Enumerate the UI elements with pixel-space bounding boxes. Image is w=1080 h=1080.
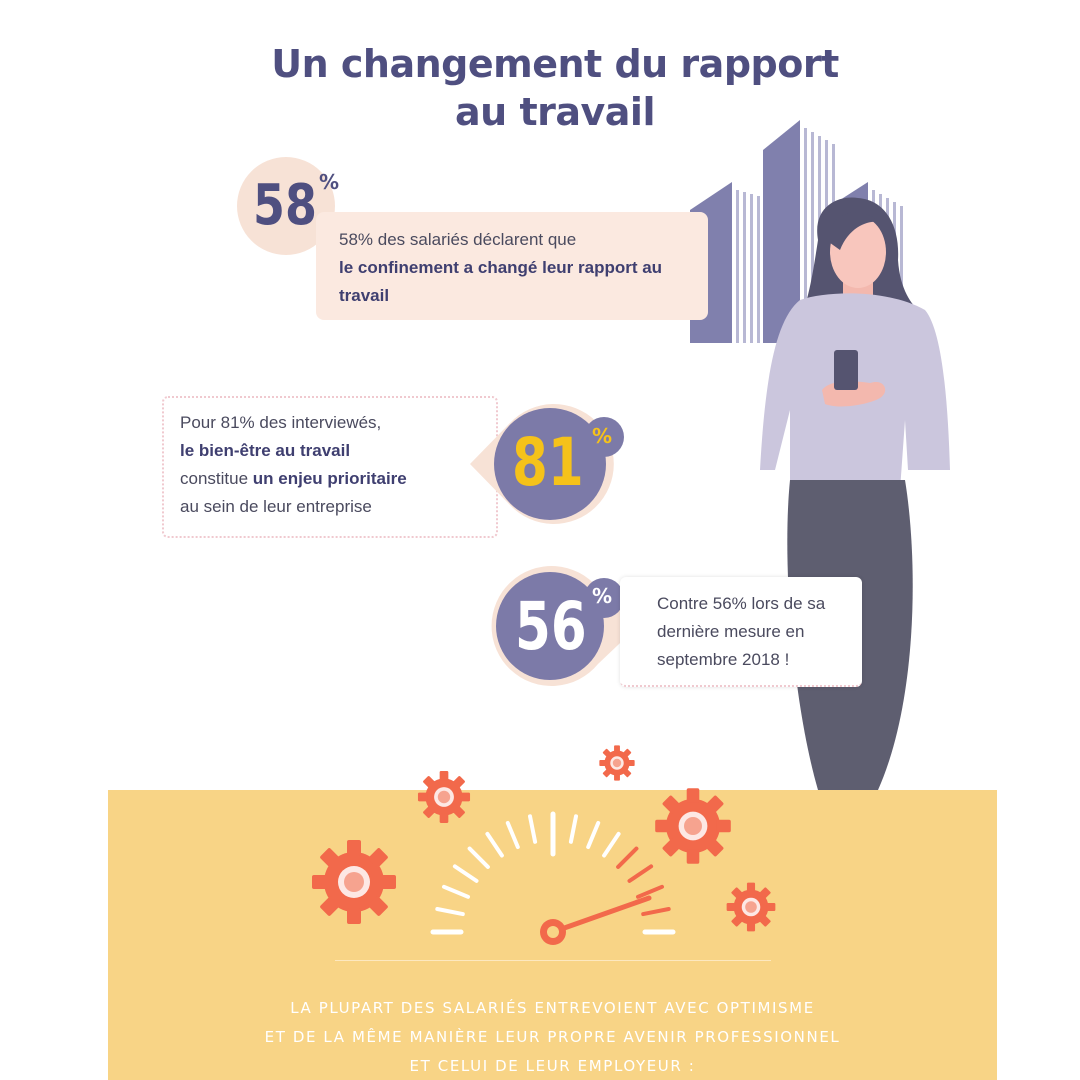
stat-58-value: 58	[253, 173, 317, 238]
gauge-tick	[636, 884, 664, 899]
gauge-tick	[528, 814, 538, 844]
stat-81-unit: %	[592, 424, 613, 448]
stat-58-card	[316, 212, 708, 320]
gauge-tick	[435, 907, 465, 917]
stat-81-text-plain-3: au sein de leur entreprise	[180, 497, 372, 516]
gauge-tick	[467, 846, 490, 869]
stat-81-text-bold-2: un enjeu prioritaire	[252, 469, 407, 488]
gear-icon	[726, 882, 776, 932]
gauge-needle	[540, 895, 652, 945]
band-text-line-3: et celui de leur employeur :	[409, 1057, 696, 1075]
gauge-tick	[442, 884, 470, 899]
gear-icon	[599, 745, 635, 781]
stat-81-value: 81	[512, 424, 584, 501]
gauge-tick	[627, 864, 654, 883]
gauge-tick	[586, 821, 601, 849]
stat-58-text: 58% des salariés déclarent que le confin…	[339, 226, 699, 310]
gauge-tick	[602, 831, 621, 858]
stat-56-value: 56	[515, 588, 587, 665]
gauge-tick	[568, 814, 578, 844]
stat-56-card	[620, 577, 862, 687]
stat-56-unit: %	[592, 584, 613, 608]
band-divider	[335, 960, 771, 961]
gear-icon	[312, 840, 396, 924]
gear-icon	[417, 770, 471, 824]
stat-58-unit: %	[319, 170, 340, 194]
band-text-line-2: et de la même manière leur propre avenir…	[264, 1028, 841, 1046]
stat-81-text-plain-1: Pour 81% des interviewés,	[180, 413, 382, 432]
woman-with-phone-illustration	[760, 197, 950, 790]
band-text-line-1: La plupart des salariés entrevoient avec…	[290, 999, 815, 1017]
stat-81-text-bold-1: le bien-être au travail	[180, 441, 351, 460]
stat-81-text-plain-2: constitue	[180, 469, 249, 488]
gauge-tick	[452, 864, 479, 883]
title-line-2: au travail	[455, 90, 655, 134]
stat-58-text-bold: le confinement a changé leur rapport au …	[339, 258, 663, 305]
stat-56-unit-circle	[584, 578, 624, 618]
gauge-tick	[641, 907, 671, 917]
gear-icon	[655, 788, 731, 864]
stat-81-text: Pour 81% des interviewés, le bien-être a…	[180, 409, 480, 521]
page-title: Un changement du rapport au travail	[190, 40, 920, 136]
band-text: La plupart des salariés entrevoient avec…	[108, 994, 997, 1080]
title-line-1: Un changement du rapport	[271, 42, 839, 86]
stat-81-unit-circle	[584, 417, 624, 457]
gauge-tick	[616, 846, 639, 869]
stat-81-bubble	[470, 404, 614, 524]
stat-56-text: Contre 56% lors de sa dernière mesure en…	[657, 594, 826, 669]
gauge-tick	[505, 821, 520, 849]
stat-58-text-plain: 58% des salariés déclarent que	[339, 230, 577, 249]
gauge-tick	[485, 831, 504, 858]
